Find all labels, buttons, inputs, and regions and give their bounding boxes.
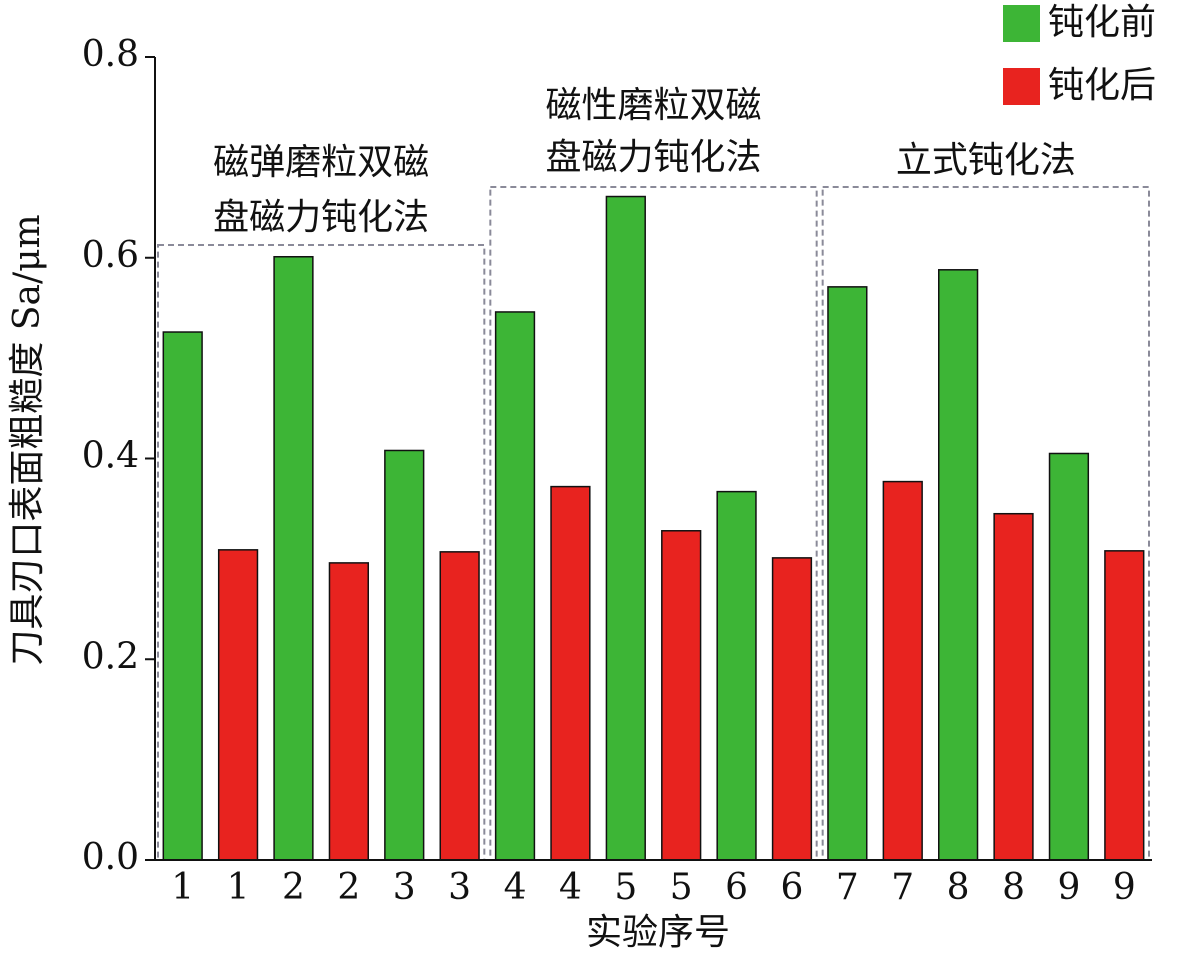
y-tick-label: 0.4 <box>82 436 139 477</box>
y-tick-label: 0.2 <box>82 636 139 677</box>
bar <box>1104 550 1145 861</box>
x-tick-label: 7 <box>836 867 859 908</box>
group-box <box>157 244 486 861</box>
legend-swatch <box>1003 5 1040 42</box>
group-annotation: 磁弹磨粒双磁 <box>213 142 429 183</box>
group-annotation: 盘磁力钝化法 <box>213 197 429 238</box>
x-tick-label: 7 <box>891 867 914 908</box>
legend-label: 钝化后 <box>1048 65 1156 106</box>
bar <box>384 449 425 861</box>
bar <box>273 255 314 861</box>
bar <box>162 331 203 861</box>
x-tick-label: 6 <box>781 867 804 908</box>
group-annotation: 盘磁力钝化法 <box>545 137 761 178</box>
x-tick-label: 5 <box>614 867 637 908</box>
y-tick-label: 0.0 <box>82 837 139 878</box>
x-tick-label: 1 <box>227 867 250 908</box>
x-tick-label: 8 <box>947 867 970 908</box>
bar <box>827 286 868 861</box>
bar <box>771 557 813 861</box>
bar <box>1048 452 1090 861</box>
bar <box>661 530 702 861</box>
group-annotation: 立式钝化法 <box>896 140 1076 181</box>
x-tick-label: 9 <box>1057 867 1080 908</box>
y-tick-label: 0.8 <box>82 34 139 75</box>
group-box <box>489 186 818 861</box>
x-tick-label: 4 <box>504 867 527 908</box>
bar <box>328 562 369 861</box>
bar <box>605 195 646 861</box>
bar <box>217 549 259 861</box>
legend-swatch <box>1003 68 1040 105</box>
x-tick-label: 2 <box>337 867 360 908</box>
x-tick-label: 8 <box>1002 867 1025 908</box>
bar <box>993 512 1034 861</box>
x-tick-label: 1 <box>171 867 194 908</box>
bar <box>550 485 591 861</box>
y-axis-label: 刀具刃口表面粗糙度 Sa/μm <box>7 214 48 665</box>
x-tick-label: 6 <box>725 867 748 908</box>
x-tick-label: 3 <box>393 867 416 908</box>
x-tick-label: 9 <box>1113 867 1136 908</box>
x-tick-label: 3 <box>448 867 471 908</box>
bar <box>716 490 757 861</box>
legend-label: 钝化前 <box>1048 2 1156 43</box>
bar <box>439 551 480 861</box>
group-box <box>821 186 1151 861</box>
x-tick-label: 5 <box>670 867 693 908</box>
group-annotation: 磁性磨粒双磁 <box>545 85 761 126</box>
bar <box>882 480 923 861</box>
bar <box>938 269 979 861</box>
x-tick-label: 4 <box>559 867 582 908</box>
x-axis-label: 实验序号 <box>586 912 730 953</box>
x-tick-label: 2 <box>282 867 305 908</box>
y-tick-label: 0.6 <box>82 235 139 276</box>
bar <box>494 311 536 861</box>
